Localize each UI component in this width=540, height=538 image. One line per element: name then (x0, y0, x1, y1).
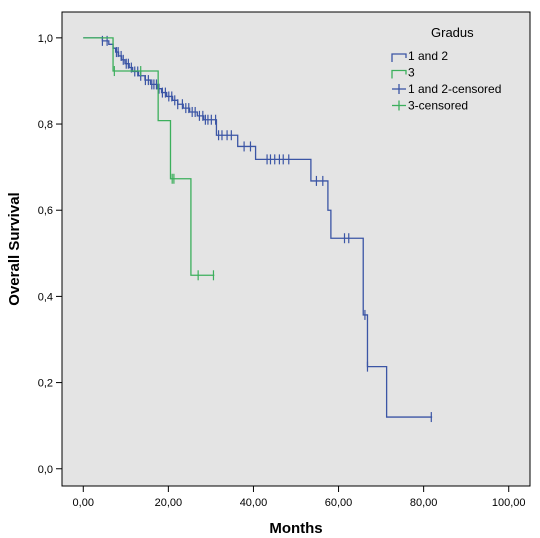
plot-background (62, 12, 530, 486)
x-tick-label: 40,00 (240, 497, 268, 509)
y-tick-label: 0,8 (38, 119, 53, 131)
y-tick-label: 0,6 (38, 205, 53, 217)
x-axis-ticks: 0,00 20,00 40,00 60,00 80,00 100,00 (73, 486, 526, 509)
x-tick-label: 80,00 (410, 497, 438, 509)
plot-frame (61, 11, 531, 487)
x-tick-label: 60,00 (325, 497, 353, 509)
legend: Gradus 1 and 2 3 1 and 2-censored 3-censore… (391, 25, 501, 113)
survival-step-line (83, 37, 215, 276)
legend-label: 1 and 2-censored (408, 82, 501, 96)
legend-label: 1 and 2 (408, 49, 448, 63)
y-tick-label: 0,4 (38, 291, 53, 303)
y-tick-label: 0,2 (38, 378, 53, 390)
legend-label: 3-censored (408, 99, 468, 113)
y-axis-label: Overall Survival (6, 192, 23, 305)
legend-entries: 1 and 2 3 1 and 2-censored 3-censored (391, 49, 501, 113)
series-grade-1-and-2 (83, 35, 433, 423)
series-grade-3 (83, 37, 215, 281)
legend-entry: 1 and 2 (391, 49, 448, 63)
legend-entry: 3-censored (392, 99, 468, 113)
legend-title: Gradus (431, 25, 474, 40)
legend-swatch (391, 69, 407, 79)
x-axis-label: Months (269, 520, 322, 537)
legend-label: 3 (408, 66, 415, 80)
x-tick-label: 20,00 (155, 497, 183, 509)
x-tick-label: 100,00 (492, 497, 526, 509)
series-layer (83, 35, 433, 423)
y-tick-label: 1,0 (38, 33, 53, 45)
legend-entry: 3 (391, 66, 415, 80)
y-tick-label: 0,0 (38, 464, 53, 476)
y-axis-ticks: 0,0 0,2 0,4 0,6 0,8 1,0 (38, 33, 62, 476)
x-tick-label: 0,00 (73, 497, 94, 509)
survival-step-line (83, 37, 433, 418)
legend-swatch (391, 53, 407, 62)
legend-entry: 1 and 2-censored (392, 82, 501, 96)
